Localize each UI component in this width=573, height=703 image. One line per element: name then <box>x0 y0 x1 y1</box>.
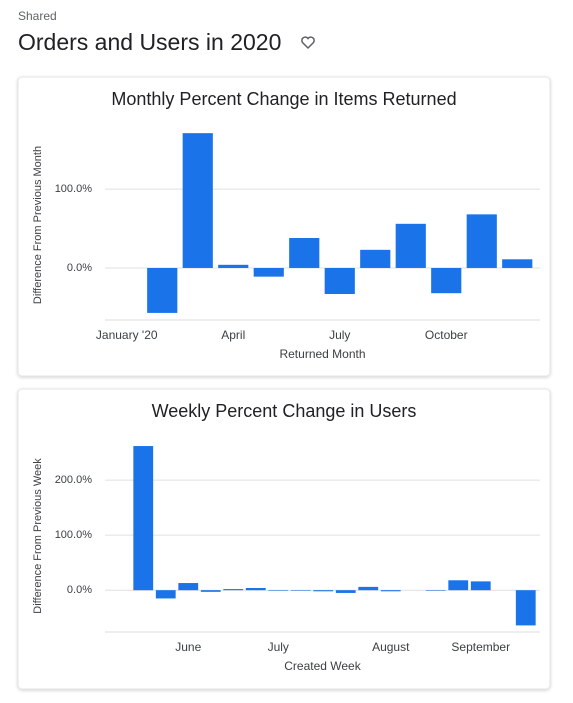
bar <box>466 214 497 268</box>
bar <box>178 583 199 591</box>
y-tick-label: 100.0% <box>55 529 93 541</box>
bar <box>268 590 289 591</box>
x-tick-label: January '20 <box>96 328 158 342</box>
bar <box>324 267 355 294</box>
y-tick-label: 0.0% <box>67 262 92 274</box>
bar <box>133 446 154 591</box>
bar <box>245 587 266 591</box>
x-tick-label: July <box>268 640 289 654</box>
y-axis-title: Difference From Previous Week <box>32 458 44 614</box>
bar <box>515 590 536 626</box>
bar <box>290 590 311 591</box>
bar <box>289 238 320 268</box>
x-tick-label: October <box>425 328 468 342</box>
bar <box>182 133 213 268</box>
bar <box>253 267 284 277</box>
bar <box>335 590 356 593</box>
y-tick-label: 100.0% <box>55 183 93 195</box>
bar <box>448 580 469 591</box>
bar <box>395 223 426 268</box>
bar <box>155 590 176 599</box>
favorite-icon[interactable] <box>301 36 315 50</box>
y-tick-label: 200.0% <box>55 474 93 486</box>
x-tick-label: August <box>372 640 410 654</box>
bar <box>218 264 249 268</box>
x-tick-label: July <box>329 328 350 342</box>
chart-title: Weekly Percent Change in Users <box>152 401 417 421</box>
bar <box>223 589 244 591</box>
shared-label: Shared <box>18 9 57 23</box>
bar <box>147 267 178 313</box>
y-tick-label: 0.0% <box>67 584 92 596</box>
chart-title: Monthly Percent Change in Items Returned <box>111 89 456 109</box>
bar <box>502 259 533 268</box>
x-axis-title: Returned Month <box>279 347 365 361</box>
bar <box>425 590 446 591</box>
dashboard-title: Orders and Users in 2020 <box>18 29 281 55</box>
bar <box>431 267 462 294</box>
bar <box>470 581 491 591</box>
bar <box>313 590 334 592</box>
x-tick-label: April <box>221 328 245 342</box>
x-tick-label: June <box>175 640 201 654</box>
bar <box>200 590 221 592</box>
bar <box>380 590 401 592</box>
bar <box>360 249 391 268</box>
bar <box>358 586 379 591</box>
y-axis-title: Difference From Previous Month <box>32 146 44 304</box>
x-tick-label: September <box>451 640 510 654</box>
x-axis-title: Created Week <box>284 659 361 673</box>
